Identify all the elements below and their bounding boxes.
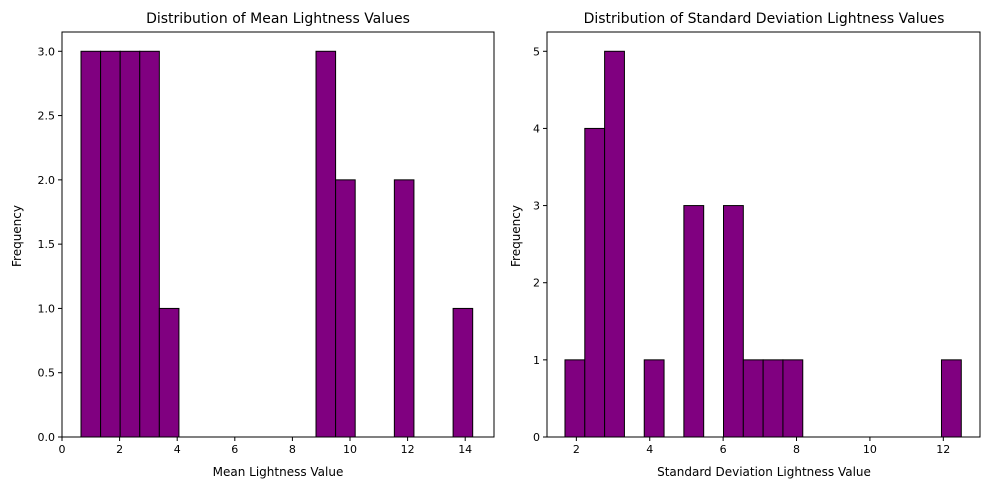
plot-frame <box>546 31 981 438</box>
x-tick-label: 8 <box>793 443 800 456</box>
y-tick-label: 2 <box>533 277 540 290</box>
x-ticks: 2 4 6 8 10 12 <box>573 437 950 456</box>
x-tick-label: 4 <box>174 443 181 456</box>
x-ticks: 0 2 4 6 8 10 12 14 <box>59 437 472 456</box>
y-tick-label: 1 <box>533 354 540 367</box>
histogram-bar <box>564 359 586 438</box>
y-tick-label: 0.5 <box>38 367 56 380</box>
chart-title: Distribution of Standard Deviation Light… <box>584 11 945 27</box>
histogram-bar <box>584 127 606 438</box>
histogram-bar <box>762 359 784 438</box>
y-ticks: 0 1 2 3 4 5 <box>533 45 547 444</box>
x-tick-label: 6 <box>231 443 238 456</box>
histogram-bar <box>604 50 625 438</box>
y-axis-label: Frequency <box>509 205 523 267</box>
plot-frame <box>61 31 495 438</box>
y-tick-label: 5 <box>533 45 540 58</box>
histogram-bar <box>643 359 665 438</box>
x-tick-label: 12 <box>936 443 950 456</box>
chart-std-lightness: Distribution of Standard Deviation Light… <box>509 11 981 479</box>
y-tick-label: 3 <box>533 200 540 213</box>
x-axis-label: Standard Deviation Lightness Value <box>657 465 871 479</box>
x-axis-label: Mean Lightness Value <box>213 465 344 479</box>
histogram-bar <box>100 50 121 438</box>
y-ticks: 0.0 0.5 1.0 1.5 2.0 2.5 3.0 <box>38 45 62 444</box>
chart-title: Distribution of Mean Lightness Values <box>146 11 410 27</box>
x-tick-label: 10 <box>863 443 877 456</box>
bars <box>80 50 474 438</box>
y-tick-label: 4 <box>533 122 540 135</box>
y-tick-label: 3.0 <box>38 45 56 58</box>
x-tick-label: 12 <box>401 443 415 456</box>
x-tick-label: 8 <box>289 443 296 456</box>
x-tick-label: 2 <box>116 443 123 456</box>
y-tick-label: 0 <box>533 431 540 444</box>
x-tick-label: 10 <box>343 443 357 456</box>
histogram-bar <box>742 359 764 438</box>
y-tick-label: 0.0 <box>38 431 56 444</box>
histogram-bar <box>393 179 415 438</box>
chart-mean-lightness: Distribution of Mean Lightness Values Me… <box>10 11 495 479</box>
histogram-bar <box>335 179 356 438</box>
y-tick-label: 2.5 <box>38 110 56 123</box>
histogram-bar <box>940 359 962 438</box>
histogram-bar <box>782 359 804 438</box>
histogram-bar <box>139 50 160 438</box>
x-tick-label: 4 <box>646 443 653 456</box>
y-tick-label: 2.0 <box>38 174 56 187</box>
histogram-bar <box>315 50 337 438</box>
x-tick-label: 14 <box>458 443 472 456</box>
x-tick-label: 0 <box>59 443 66 456</box>
histogram-bar <box>723 205 744 438</box>
histogram-bar <box>683 205 705 438</box>
histogram-bar <box>452 307 474 438</box>
x-tick-label: 6 <box>720 443 727 456</box>
y-tick-label: 1.5 <box>38 238 56 251</box>
y-axis-label: Frequency <box>10 205 24 267</box>
histogram-bar <box>158 307 180 438</box>
histogram-bar <box>119 50 141 438</box>
bars <box>564 50 962 438</box>
x-tick-label: 2 <box>573 443 580 456</box>
y-tick-label: 1.0 <box>38 302 56 315</box>
histogram-bar <box>80 50 102 438</box>
